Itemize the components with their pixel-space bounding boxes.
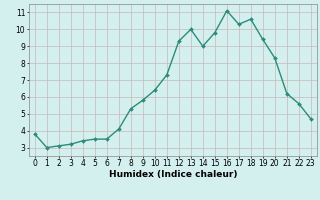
X-axis label: Humidex (Indice chaleur): Humidex (Indice chaleur) — [108, 170, 237, 179]
